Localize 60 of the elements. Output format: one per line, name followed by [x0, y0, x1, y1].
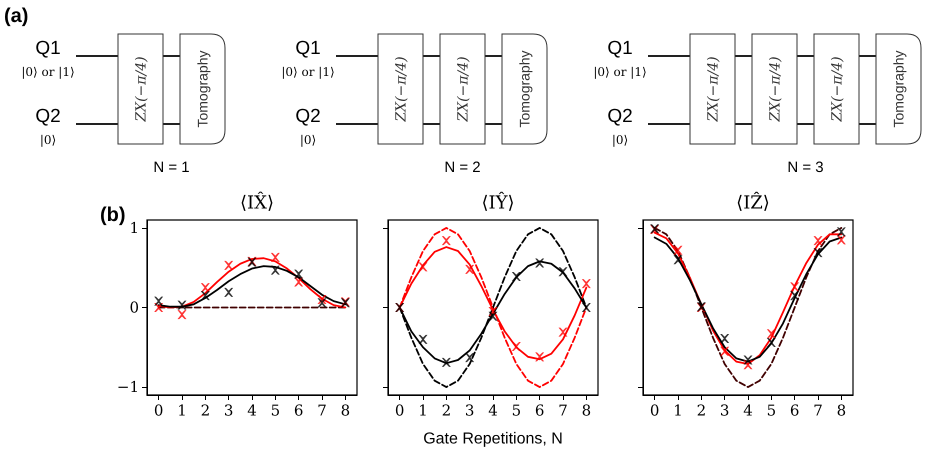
x-axis-title: Gate Repetitions, N: [423, 430, 563, 448]
x-tick-label: 1: [177, 402, 187, 420]
x-tick-label: 2: [442, 402, 452, 420]
text: ZX(−π/4): [768, 56, 784, 123]
text: Q1: [607, 38, 633, 59]
text: |0⟩: [612, 133, 628, 147]
text: Tomography: [516, 50, 532, 128]
text: (a): [4, 5, 28, 27]
x-tick-label: 3: [464, 402, 474, 420]
text: Q2: [607, 106, 633, 127]
chart-title: ⟨IẐ⟩: [736, 192, 770, 214]
x-tick-label: 8: [582, 402, 592, 420]
x-tick-label: 4: [247, 402, 257, 420]
x-tick-label: 4: [488, 402, 498, 420]
text: Tomography: [890, 50, 906, 128]
text: |0⟩ or |1⟩: [21, 65, 75, 79]
x-tick-label: 8: [836, 402, 846, 420]
text: Q1: [35, 38, 61, 59]
text: |0⟩: [300, 133, 316, 147]
x-tick-label: 6: [294, 402, 304, 420]
y-tick-label: −1: [116, 378, 139, 396]
x-tick-label: 3: [224, 402, 234, 420]
x-tick-label: 6: [790, 402, 800, 420]
text: Q2: [35, 106, 61, 127]
x-tick-label: 2: [200, 402, 210, 420]
x-tick-label: 1: [418, 402, 428, 420]
text: ZX(−π/4): [394, 56, 410, 123]
y-tick-label: 0: [129, 298, 139, 316]
text: ZX(−π/4): [456, 56, 472, 123]
x-tick-label: 0: [394, 402, 404, 420]
x-tick-label: 0: [650, 402, 660, 420]
x-tick-label: 3: [720, 402, 730, 420]
text: ZX(−π/4): [706, 56, 722, 123]
x-tick-label: 5: [270, 402, 280, 420]
x-tick-label: 5: [512, 402, 522, 420]
x-tick-label: 6: [534, 402, 544, 420]
x-tick-label: 0: [154, 402, 164, 420]
text: |0⟩ or |1⟩: [281, 65, 335, 79]
text: N = 1: [153, 159, 190, 176]
y-tick-label: 1: [129, 218, 139, 237]
text: ZX(−π/4): [830, 56, 846, 123]
x-tick-label: 7: [558, 402, 568, 420]
text: Q2: [295, 106, 321, 127]
text: (b): [100, 204, 126, 226]
text: |0⟩ or |1⟩: [593, 65, 647, 79]
text: N = 2: [444, 159, 481, 176]
x-tick-label: 7: [813, 402, 823, 420]
text: |0⟩: [40, 133, 56, 147]
x-tick-label: 2: [696, 402, 706, 420]
text: Q1: [295, 38, 321, 59]
x-tick-label: 5: [766, 402, 776, 420]
x-tick-label: 1: [673, 402, 683, 420]
x-tick-label: 4: [743, 402, 753, 420]
text: ZX(−π/4): [134, 56, 150, 123]
chart-title: ⟨IX̂⟩: [240, 191, 274, 214]
text: Tomography: [194, 50, 210, 128]
chart-title: ⟨IŶ⟩: [481, 192, 515, 214]
x-tick-label: 7: [317, 402, 327, 420]
x-tick-label: 8: [340, 402, 350, 420]
text: N = 3: [787, 159, 824, 176]
